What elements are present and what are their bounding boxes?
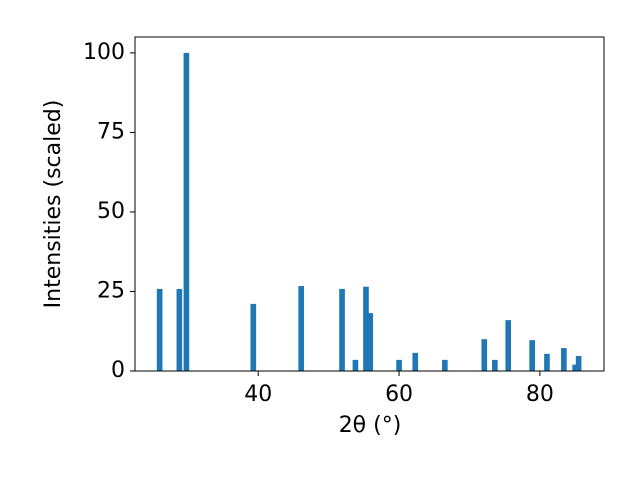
bar — [156, 288, 163, 371]
bar — [575, 356, 582, 371]
bar — [367, 313, 374, 371]
bar — [363, 286, 369, 371]
x-tick-label: 60 — [385, 382, 413, 407]
bar — [544, 353, 550, 371]
x-axis-label: 2θ (°) — [339, 413, 402, 438]
bar — [572, 364, 578, 371]
y-tick-label: 25 — [97, 278, 125, 303]
bar — [481, 339, 488, 371]
bar — [561, 348, 567, 371]
bar — [412, 352, 419, 371]
bar — [352, 359, 359, 371]
bar — [442, 359, 448, 371]
plot-frame — [134, 36, 605, 372]
bar — [529, 340, 535, 371]
y-tick-label: 50 — [97, 199, 125, 224]
bar — [492, 359, 498, 371]
bar — [183, 52, 190, 372]
y-tick-label: 0 — [111, 358, 125, 383]
x-tick-label: 80 — [526, 382, 554, 407]
x-tick-label: 40 — [244, 382, 272, 407]
bar — [339, 288, 345, 371]
bar — [298, 286, 305, 371]
bar — [176, 288, 183, 371]
y-tick-label: 75 — [97, 119, 125, 144]
y-tick-label: 100 — [83, 40, 125, 65]
bar — [396, 359, 402, 371]
bar — [505, 320, 512, 371]
bar — [250, 303, 257, 371]
y-axis-label: Intensities (scaled) — [41, 100, 66, 309]
